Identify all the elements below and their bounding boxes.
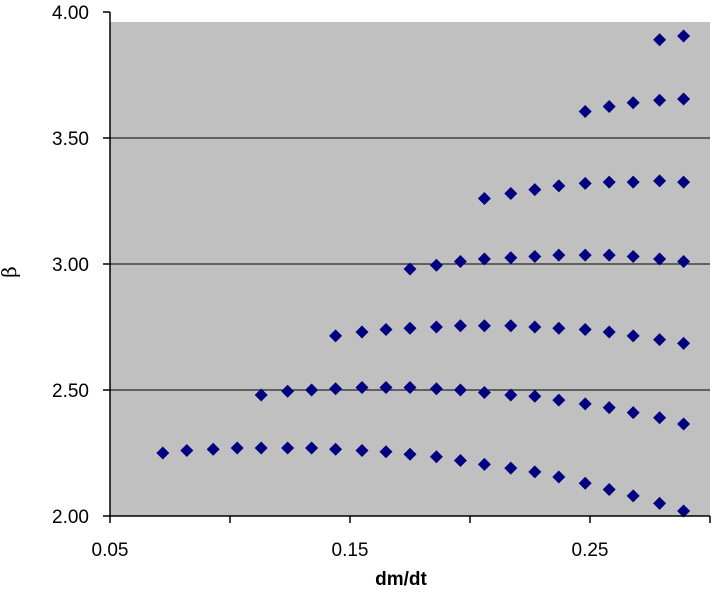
data-point bbox=[626, 406, 640, 420]
data-point bbox=[653, 252, 667, 266]
data-point bbox=[504, 388, 518, 402]
y-tick-label: 2.00 bbox=[52, 507, 89, 528]
data-point bbox=[626, 175, 640, 189]
data-point bbox=[230, 441, 244, 455]
data-point bbox=[653, 33, 667, 47]
data-point bbox=[602, 100, 616, 113]
data-point bbox=[528, 183, 542, 197]
y-tick-label: 3.50 bbox=[52, 129, 89, 150]
data-point bbox=[552, 321, 566, 335]
data-points bbox=[156, 29, 691, 518]
axes bbox=[103, 11, 711, 523]
data-point bbox=[453, 319, 467, 333]
data-point bbox=[578, 323, 592, 337]
data-point bbox=[429, 320, 443, 334]
data-point bbox=[281, 441, 295, 455]
data-point bbox=[355, 325, 369, 339]
data-point bbox=[552, 248, 566, 262]
data-point bbox=[653, 496, 667, 510]
data-point bbox=[653, 333, 667, 347]
data-point bbox=[305, 383, 319, 397]
data-point bbox=[477, 191, 491, 205]
data-point bbox=[329, 382, 343, 396]
data-point bbox=[254, 441, 268, 455]
data-point bbox=[578, 105, 592, 119]
x-tick-label: 0.25 bbox=[572, 540, 609, 561]
data-point bbox=[653, 411, 667, 425]
y-axis-title: β bbox=[0, 266, 21, 278]
data-point bbox=[626, 489, 640, 503]
data-point bbox=[626, 329, 640, 343]
data-point bbox=[379, 323, 393, 337]
data-point bbox=[477, 319, 491, 333]
data-point bbox=[504, 251, 518, 265]
data-point bbox=[504, 461, 518, 475]
data-point bbox=[453, 254, 467, 268]
data-point bbox=[453, 454, 467, 468]
data-point bbox=[429, 382, 443, 396]
data-point bbox=[180, 443, 194, 457]
data-point bbox=[403, 447, 417, 461]
data-point bbox=[379, 445, 393, 459]
data-point bbox=[677, 254, 691, 268]
x-tick-label: 0.05 bbox=[92, 540, 129, 561]
data-point bbox=[355, 443, 369, 457]
data-point bbox=[528, 249, 542, 263]
data-point bbox=[156, 446, 170, 460]
data-point bbox=[403, 262, 417, 276]
data-point bbox=[626, 249, 640, 263]
data-point bbox=[477, 252, 491, 266]
data-point bbox=[677, 92, 691, 106]
data-point bbox=[626, 96, 640, 110]
data-point bbox=[677, 175, 691, 189]
data-point bbox=[552, 179, 566, 193]
y-tick-label: 2.50 bbox=[52, 381, 89, 402]
data-point bbox=[504, 186, 518, 200]
x-tick-labels: 0.05 0.15 0.25 bbox=[92, 540, 609, 561]
data-point bbox=[477, 386, 491, 400]
y-tick-label: 4.00 bbox=[52, 3, 89, 24]
data-point bbox=[602, 483, 616, 497]
data-point bbox=[379, 380, 393, 394]
data-point bbox=[281, 384, 295, 398]
y-tick-labels: 2.00 2.50 3.00 3.50 4.00 bbox=[52, 3, 89, 528]
y-tick-label: 3.00 bbox=[52, 255, 89, 276]
data-point bbox=[504, 319, 518, 333]
data-point bbox=[329, 329, 343, 343]
data-point bbox=[206, 442, 220, 456]
data-point bbox=[578, 248, 592, 262]
data-point bbox=[677, 504, 691, 518]
data-point bbox=[453, 383, 467, 397]
data-point bbox=[429, 450, 443, 464]
data-point bbox=[602, 175, 616, 189]
data-point bbox=[429, 258, 443, 272]
data-point bbox=[355, 380, 369, 394]
data-point bbox=[528, 389, 542, 403]
data-point bbox=[403, 380, 417, 394]
data-point bbox=[552, 393, 566, 407]
data-point bbox=[602, 401, 616, 415]
data-point bbox=[329, 442, 343, 456]
data-point bbox=[528, 320, 542, 334]
data-point bbox=[653, 93, 667, 107]
data-point bbox=[578, 176, 592, 190]
data-point bbox=[602, 248, 616, 262]
data-point bbox=[305, 441, 319, 455]
data-point bbox=[254, 388, 268, 402]
data-point bbox=[403, 321, 417, 335]
data-point bbox=[552, 470, 566, 484]
plot-area-top-strip bbox=[110, 12, 710, 22]
data-point bbox=[677, 29, 691, 43]
data-point bbox=[578, 476, 592, 490]
data-point bbox=[602, 325, 616, 339]
data-point bbox=[653, 174, 667, 188]
data-point bbox=[677, 417, 691, 431]
data-point bbox=[677, 336, 691, 350]
data-point bbox=[528, 465, 542, 479]
data-point bbox=[477, 457, 491, 471]
data-point bbox=[578, 397, 592, 411]
x-tick-label: 0.15 bbox=[332, 540, 369, 561]
x-axis-title: dm/dt bbox=[375, 569, 427, 590]
